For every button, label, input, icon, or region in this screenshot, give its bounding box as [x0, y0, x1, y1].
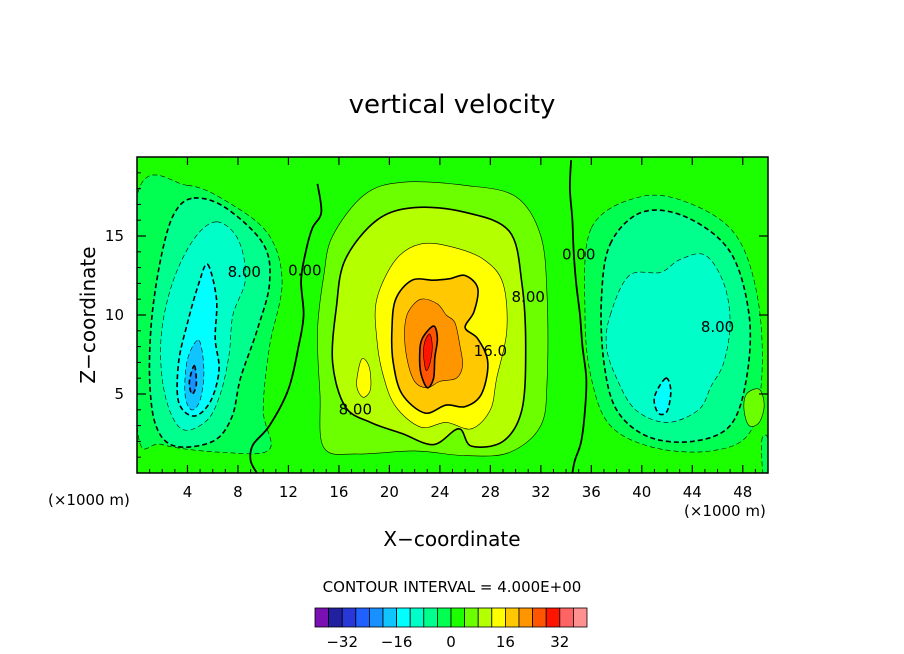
x-tick-label-16: 16: [329, 483, 348, 501]
x-tick-label-4: 4: [183, 483, 193, 501]
x-tick-label-48: 48: [733, 483, 752, 501]
colorbar-tick-label-1: −16: [381, 633, 413, 651]
colorbar-swatch-13: [491, 607, 506, 628]
colorbar-swatch-3: [355, 607, 370, 628]
colorbar-tick-label-2: 0: [446, 633, 456, 651]
colorbar-swatch-10: [450, 607, 466, 628]
colorbar-swatch-8: [423, 607, 438, 628]
contour-label-2: 8.00: [339, 400, 372, 418]
contour-region-19: [743, 388, 765, 427]
contour-lines: [249, 160, 588, 473]
contour-plot-area: [137, 157, 768, 473]
contour-label-3: 16.0: [474, 342, 507, 360]
contour-label-6: 8.00: [701, 318, 734, 336]
y-axis-title: Z−coordinate: [76, 246, 100, 383]
colorbar-swatch-12: [477, 607, 493, 628]
colorbar-ticks: −32 −16 0 16 32: [326, 633, 569, 651]
contour-interval-text: CONTOUR INTERVAL = 4.000E+00: [323, 578, 582, 596]
y-axis-ticks: 5 10 15: [105, 172, 768, 458]
chart-title: vertical velocity: [349, 90, 556, 120]
x-axis-title: X−coordinate: [383, 527, 520, 551]
x-unit-right: (×1000 m): [684, 502, 766, 520]
contour-label-1: 0.00: [288, 261, 321, 279]
x-unit-left: (×1000 m): [48, 491, 130, 509]
y-tick-label-5: 5: [114, 385, 124, 403]
contour-label-0: 8.00: [228, 263, 261, 281]
contour-region-18: [423, 333, 433, 371]
colorbar-tick-label-0: −32: [326, 633, 358, 651]
contour-label-5: 0.00: [562, 245, 595, 263]
contour-region-14: [356, 358, 372, 398]
colorbar-swatch-18: [559, 607, 574, 628]
colorbar-swatch-7: [409, 607, 425, 628]
colorbar-swatch-11: [464, 607, 479, 628]
x-tick-label-12: 12: [279, 483, 298, 501]
colorbar-tick-label-4: 32: [550, 633, 569, 651]
colorbar-swatch-16: [532, 607, 547, 628]
contour-label-4: 8.00: [512, 288, 545, 306]
x-tick-label-24: 24: [430, 483, 449, 501]
colorbar-swatch-14: [504, 607, 520, 628]
y-tick-label-15: 15: [105, 227, 124, 245]
colorbar-tick-label-3: 16: [496, 633, 515, 651]
x-tick-label-44: 44: [683, 483, 702, 501]
contour-line-zero-1: [568, 160, 588, 473]
colorbar-swatch-1: [328, 607, 343, 628]
x-axis-ticks: 4 8 12 16 20 24 28 32 36 40 44 48: [149, 157, 756, 501]
y-tick-label-10: 10: [105, 306, 124, 324]
x-tick-label-40: 40: [632, 483, 651, 501]
colorbar-swatch-5: [382, 607, 398, 628]
colorbar-swatch-0: [314, 607, 330, 628]
contour-region-8: [653, 377, 672, 416]
colorbar-swatch-15: [518, 607, 534, 628]
colorbar-swatch-2: [341, 607, 357, 628]
x-tick-label-20: 20: [380, 483, 399, 501]
contour-line-zero-0: [249, 183, 323, 473]
colorbar-swatch-6: [396, 607, 411, 628]
colorbar-swatch-19: [573, 607, 588, 628]
contour-region-10: [188, 364, 198, 395]
colorbar-swatch-9: [436, 607, 452, 628]
contour-region-6: [605, 253, 731, 423]
contour-region-20: [761, 434, 768, 473]
x-tick-label-28: 28: [481, 483, 500, 501]
x-tick-label-32: 32: [531, 483, 550, 501]
contour-labels: 8.00 0.00 8.00 16.0 8.00 0.00 8.00: [228, 245, 735, 418]
colorbar: [314, 607, 588, 628]
x-tick-label-8: 8: [233, 483, 243, 501]
colorbar-swatch-17: [545, 607, 561, 628]
colorbar-swatch-4: [368, 607, 384, 628]
x-tick-label-36: 36: [582, 483, 601, 501]
